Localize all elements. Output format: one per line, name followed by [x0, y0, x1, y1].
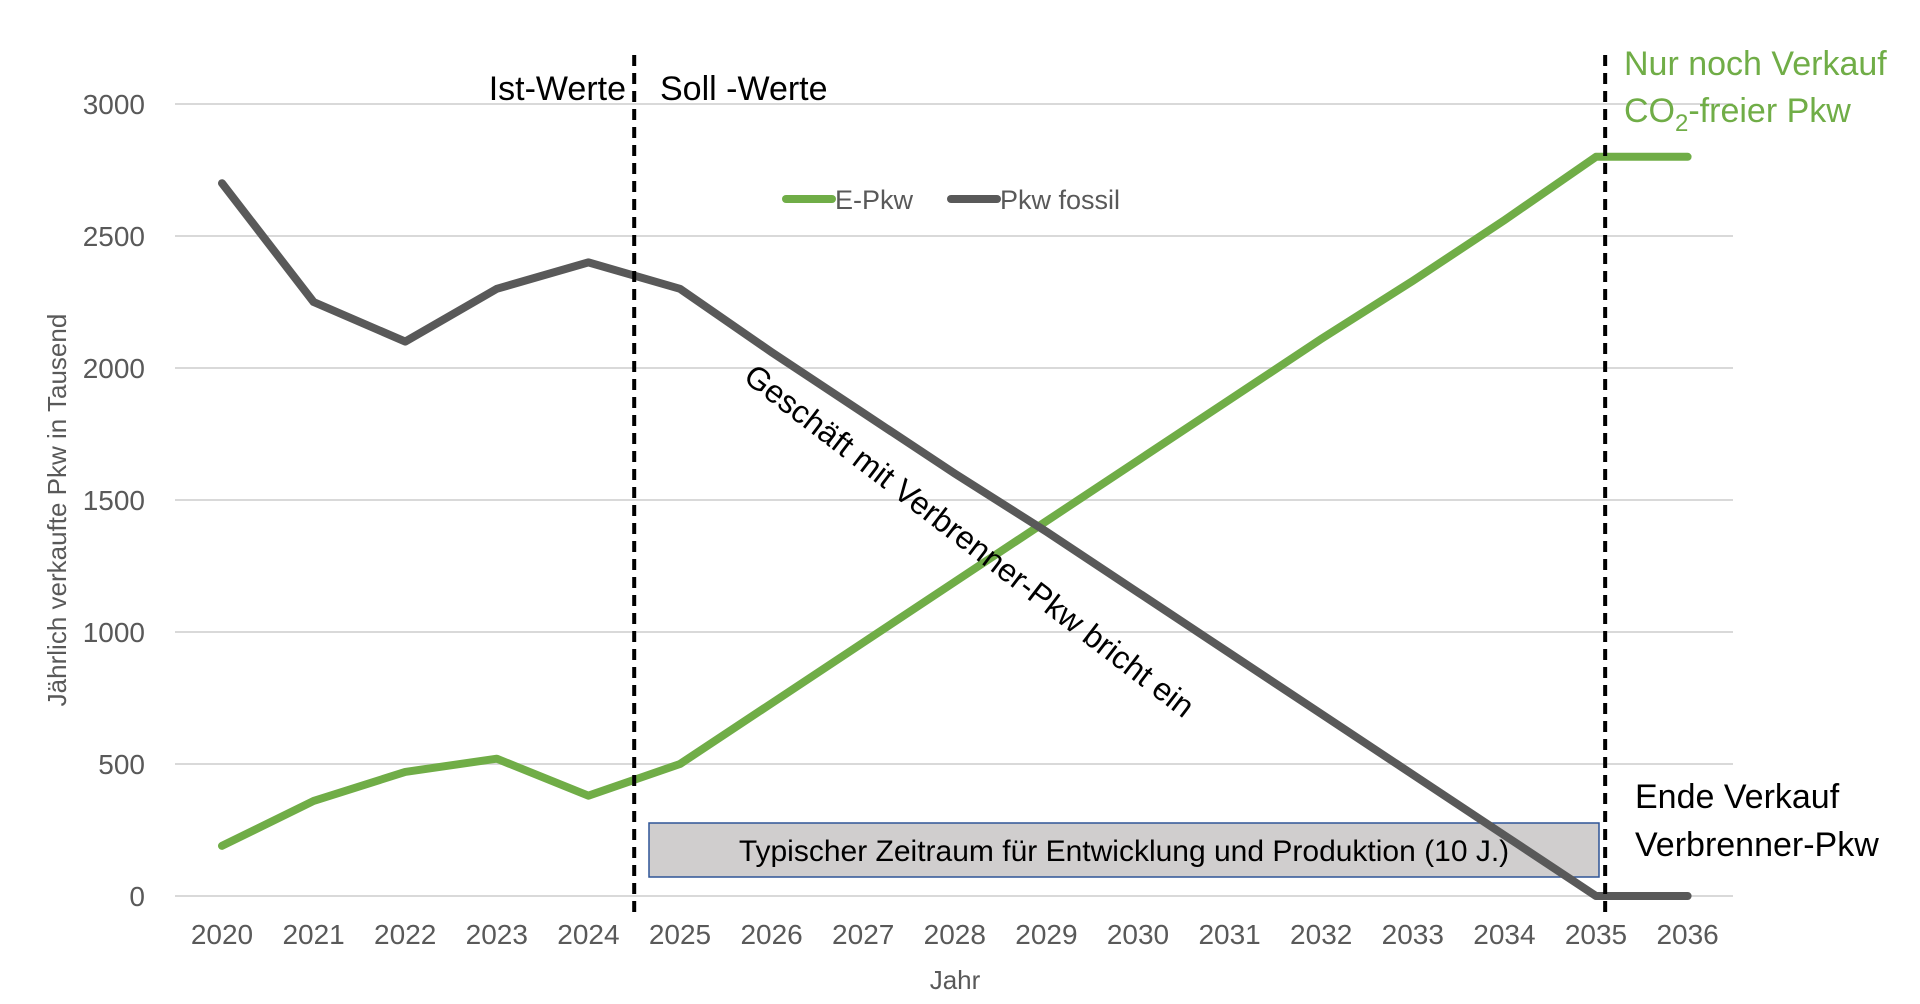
legend-label-e-pkw: E-Pkw — [835, 185, 914, 215]
legend: E-Pkw Pkw fossil — [782, 185, 1120, 215]
series-line-e-pkw — [218, 152, 1692, 850]
x-axis-ticks: 2020 2021 2022 2023 2024 2025 2026 2027 2028 2029… — [191, 919, 1719, 950]
y-tick-label: 500 — [98, 749, 145, 780]
x-tick-label: 2036 — [1656, 919, 1718, 950]
x-tick-label: 2029 — [1015, 919, 1077, 950]
decline-annotation: Geschäft mit Verbrenner-Pkw bricht ein — [738, 357, 1202, 724]
x-tick-label: 2026 — [740, 919, 802, 950]
x-tick-label: 2023 — [466, 919, 528, 950]
y-axis-ticks: 0 500 1000 1500 2000 2500 3000 — [83, 89, 145, 912]
co2-text: CO — [1624, 92, 1675, 130]
y-tick-label: 1500 — [83, 485, 145, 516]
development-period-box — [648, 822, 1600, 878]
y-tick-label: 2000 — [83, 353, 145, 384]
x-tick-label: 2025 — [649, 919, 711, 950]
x-tick-label: 2020 — [191, 919, 253, 950]
x-tick-label: 2035 — [1565, 919, 1627, 950]
x-axis-title: Jahr — [930, 965, 981, 995]
x-tick-label: 2031 — [1198, 919, 1260, 950]
development-period-label: Typischer Zeitraum für Entwicklung und P… — [739, 835, 1509, 868]
co2-free-label-line1: Nur noch Verkauf — [1624, 45, 1887, 83]
y-tick-label: 2500 — [83, 221, 145, 252]
x-tick-label: 2024 — [557, 919, 619, 950]
ist-werte-label: Ist-Werte — [489, 70, 626, 108]
x-tick-label: 2033 — [1382, 919, 1444, 950]
gridlines — [175, 103, 1733, 765]
x-tick-label: 2022 — [374, 919, 436, 950]
co2-free-label-line2: CO2-freier Pkw — [1624, 92, 1851, 137]
series-lines — [218, 152, 1692, 900]
y-tick-label: 3000 — [83, 89, 145, 120]
vertical-markers — [632, 55, 1608, 912]
x-tick-label: 2030 — [1107, 919, 1169, 950]
y-axis-title: Jährlich verkaufte Pkw in Tausend — [42, 314, 72, 707]
x-tick-label: 2021 — [282, 919, 344, 950]
legend-label-pkw-fossil: Pkw fossil — [1000, 185, 1120, 215]
soll-werte-label: Soll -Werte — [660, 70, 828, 108]
x-tick-label: 2034 — [1473, 919, 1535, 950]
end-sale-label-line2: Verbrenner-Pkw — [1635, 826, 1879, 864]
series-line-pkw-fossil — [218, 179, 1692, 900]
y-tick-label: 1000 — [83, 617, 145, 648]
co2-subscript: 2 — [1675, 110, 1688, 137]
end-sale-label-line1: Ende Verkauf — [1635, 778, 1840, 816]
x-tick-label: 2032 — [1290, 919, 1352, 950]
x-tick-label: 2028 — [924, 919, 986, 950]
co2-suffix: -freier Pkw — [1688, 92, 1851, 130]
y-tick-label: 0 — [129, 881, 145, 912]
x-tick-label: 2027 — [832, 919, 894, 950]
